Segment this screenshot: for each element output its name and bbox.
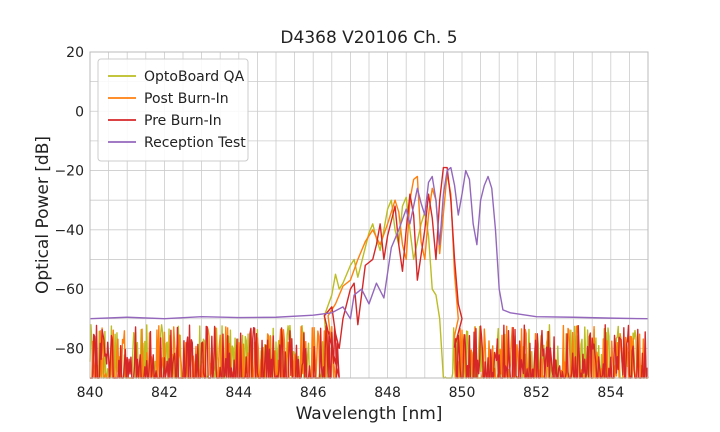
series-line-reception-test — [89, 166, 649, 320]
y-tick-label: −40 — [54, 223, 84, 239]
chart-title: D4368 V20106 Ch. 5 — [280, 28, 457, 48]
y-tick-label: 0 — [75, 104, 84, 120]
plot-frame — [89, 51, 649, 379]
y-tick-label: 20 — [66, 45, 84, 61]
legend-label: Post Burn-In — [144, 91, 229, 107]
x-tick-label: 854 — [597, 385, 624, 401]
x-tick-label: 850 — [449, 385, 476, 401]
legend-label: Pre Burn-In — [144, 113, 222, 129]
y-tick-label: −20 — [54, 164, 84, 180]
x-tick-label: 844 — [225, 385, 252, 401]
x-tick-label: 846 — [300, 385, 327, 401]
x-tick-labels: 840 842 844 846 848 850 852 854 — [77, 385, 625, 401]
y-tick-label: −60 — [54, 282, 84, 298]
legend-label: Reception Test — [144, 135, 246, 151]
y-axis-label: Optical Power [dB] — [33, 136, 53, 294]
y-tick-label: −80 — [54, 341, 84, 357]
legend-label: OptoBoard QA — [144, 69, 245, 85]
legend: OptoBoard QA Post Burn-In Pre Burn-In Recep… — [97, 58, 249, 162]
legend-box — [97, 58, 249, 162]
x-tick-label: 840 — [77, 385, 104, 401]
x-tick-label: 842 — [151, 385, 178, 401]
x-tick-label: 852 — [523, 385, 550, 401]
y-tick-labels: 20 0 −20 −40 −60 −80 — [54, 45, 84, 357]
x-tick-label: 848 — [374, 385, 401, 401]
x-axis-label: Wavelength [nm] — [296, 404, 443, 424]
